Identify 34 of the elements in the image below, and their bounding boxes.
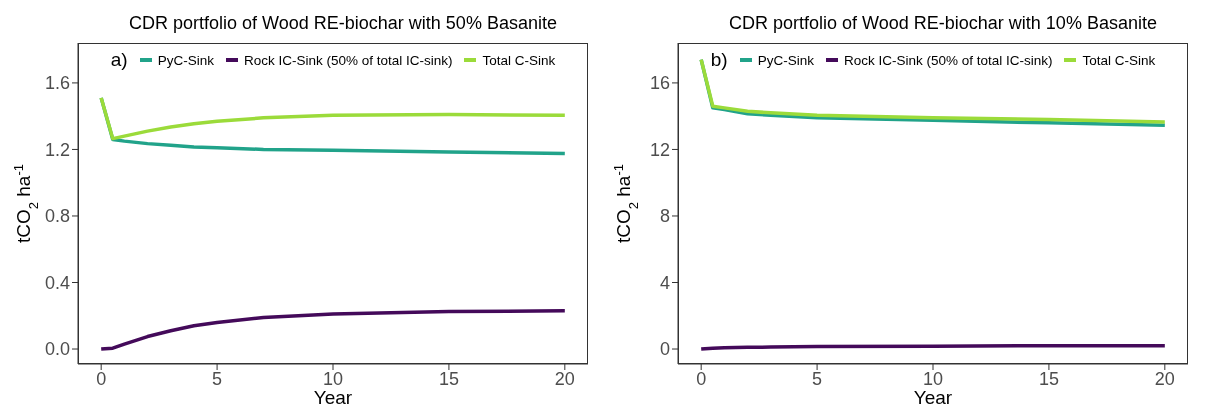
x-tick-label: 0 bbox=[96, 368, 107, 389]
legend-label: Total C-Sink bbox=[482, 52, 556, 68]
x-tick-label: 20 bbox=[1154, 368, 1175, 389]
x-tick-label: 10 bbox=[322, 368, 344, 389]
y-tick-label: 0.8 bbox=[44, 206, 70, 227]
legend-label: Rock IC-Sink (50% of total IC-sink) bbox=[843, 52, 1053, 68]
y-tick-label: 8 bbox=[659, 206, 670, 227]
line-series bbox=[99, 309, 567, 351]
x-tick-label: 5 bbox=[812, 368, 823, 389]
y-tick-label: 0.4 bbox=[44, 272, 70, 293]
y-tick-label: 1.6 bbox=[44, 73, 70, 94]
x-tick-label: 0 bbox=[696, 368, 707, 389]
legend-label: PyC-Sink bbox=[157, 52, 214, 68]
x-tick-label: 15 bbox=[438, 368, 459, 389]
x-tick-label: 5 bbox=[212, 368, 223, 389]
y-tick-label: 1.2 bbox=[44, 139, 70, 160]
y-tick-label: 16 bbox=[649, 73, 670, 94]
y-tick-label: 0.0 bbox=[44, 339, 70, 360]
y-tick-label: 4 bbox=[659, 272, 670, 293]
legend-label: PyC-Sink bbox=[757, 52, 814, 68]
x-tick-label: 10 bbox=[922, 368, 944, 389]
chart-title: CDR portfolio of Wood RE-biochar with 50% Basanite bbox=[128, 12, 558, 35]
y-tick-label: 0 bbox=[659, 339, 670, 360]
y-tick-label: 12 bbox=[649, 139, 670, 160]
annotation: a) bbox=[110, 49, 128, 71]
line-series bbox=[99, 96, 567, 141]
x-axis-title: Year bbox=[913, 387, 953, 408]
legend-label: Total C-Sink bbox=[1082, 52, 1156, 68]
x-axis-title: Year bbox=[313, 387, 353, 408]
chart-title: CDR portfolio of Wood RE-biochar with 10% Basanite bbox=[728, 12, 1158, 35]
legend-label: Rock IC-Sink (50% of total IC-sink) bbox=[243, 52, 453, 68]
annotation: b) bbox=[710, 49, 728, 71]
x-tick-label: 15 bbox=[1038, 368, 1059, 389]
x-tick-label: 20 bbox=[554, 368, 575, 389]
